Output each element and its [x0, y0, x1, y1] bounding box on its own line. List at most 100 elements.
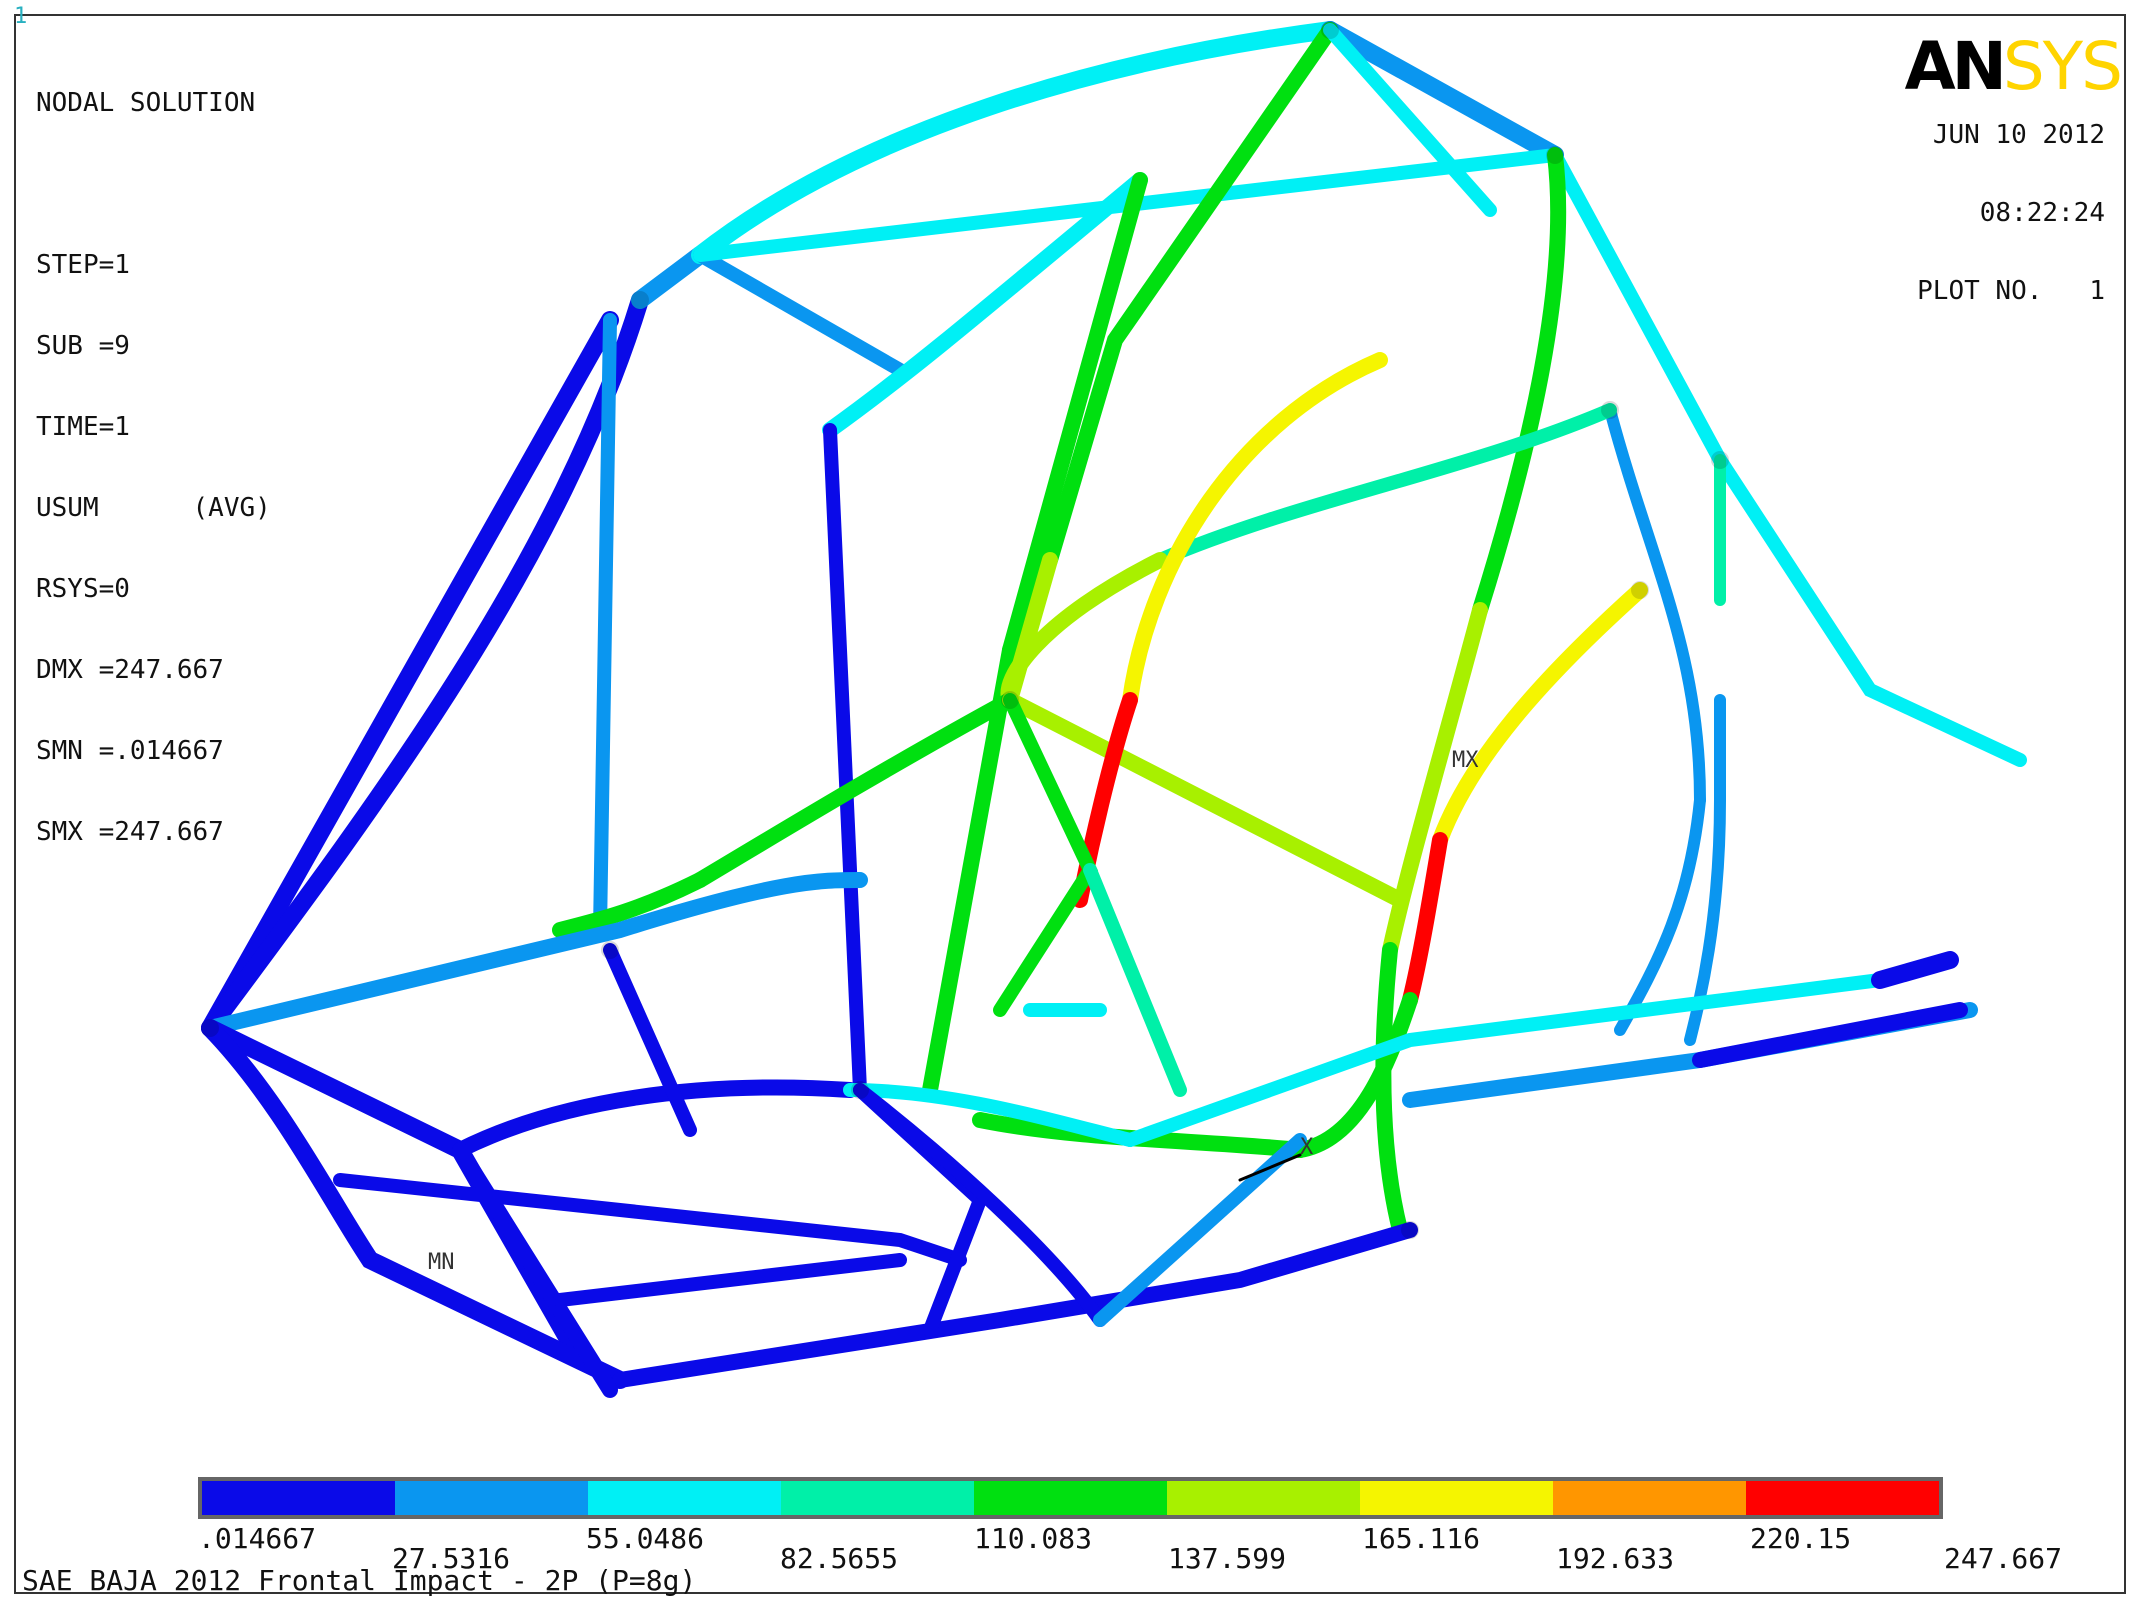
legend-label-9: 220.15 [1750, 1522, 1852, 1555]
legend-label-10: 247.667 [1944, 1542, 2063, 1575]
frame-joint [631, 291, 649, 309]
frame-tube [631, 246, 709, 309]
frame-joint [1601, 401, 1619, 419]
frame-tube [1000, 552, 1168, 708]
frame-tube [553, 1253, 907, 1307]
frame-tube [1323, 23, 1497, 217]
frame-tube [1122, 352, 1388, 708]
frame-tube [1002, 692, 1408, 908]
frame-joint [1001, 691, 1019, 709]
legend-color-6 [1167, 1481, 1360, 1515]
legend-label-2: 27.5316 [392, 1542, 511, 1575]
frame-tube [1604, 404, 1706, 806]
frame-joint [1401, 1221, 1419, 1239]
frame-tube [1713, 453, 2027, 767]
frame-tube [1292, 992, 1418, 1158]
legend-label-4: 82.5655 [780, 1542, 899, 1575]
frame-joint [201, 1019, 219, 1037]
frame-joint [1546, 146, 1564, 164]
frame-tube [1042, 22, 1338, 568]
frame-tube [693, 248, 907, 377]
frame-tube [853, 1083, 989, 1337]
plot-time: 08:22:24 [1979, 198, 2105, 228]
frame-tube-shade [860, 1091, 985, 1335]
frame-tube [1402, 832, 1448, 1008]
frame-tube [1614, 794, 1706, 1036]
frame-tube [1472, 147, 1567, 618]
info-rsys: RSYS=0 [36, 574, 130, 604]
frame-tube [452, 1079, 858, 1158]
plot-stamp: JUN 10 2012 08:22:24 PLOT NO. 1 [1917, 70, 2105, 330]
frame-tube [603, 943, 697, 1137]
frame-tube [1684, 694, 1726, 1046]
solution-info: NODAL SOLUTION STEP=1 SUB =9 TIME=1 USUM… [36, 36, 271, 873]
legend-label-8: 192.633 [1556, 1542, 1675, 1575]
frame-tube [993, 693, 1098, 1017]
frame-tube [922, 642, 1018, 1098]
legend-color-3 [588, 1481, 781, 1515]
frame-tube [823, 423, 867, 1097]
legend-color-8 [1553, 1481, 1746, 1515]
frame-tube [853, 1083, 1107, 1327]
frame-tube-shade [1130, 361, 1384, 705]
plot-frame [14, 14, 2126, 1594]
frame-tube [691, 21, 1339, 264]
plot-caption: SAE BAJA 2012 Frontal Impact - 2P (P=8g) [22, 1564, 697, 1597]
frame-joint [601, 941, 619, 959]
legend-label-1: .014667 [198, 1522, 317, 1555]
frame-joint [1631, 581, 1649, 599]
frame-tube [593, 313, 617, 937]
frame-tube [1375, 942, 1408, 1238]
contour-legend-bar [198, 1477, 1943, 1519]
frame-tube [1692, 1002, 1968, 1068]
plot-number: PLOT NO. 1 [1917, 276, 2105, 306]
frame-tube [452, 1142, 618, 1398]
frame-tube [202, 872, 868, 1036]
frame-tube [612, 1222, 1418, 1388]
frame-tube [201, 1019, 629, 1389]
frame-tube [1002, 172, 1148, 658]
frame-tube [1083, 863, 1187, 1097]
frame-tube [1321, 21, 1564, 164]
axis-triad-x [1238, 1153, 1302, 1182]
frame-tube [201, 311, 619, 1037]
max-marker: MX [1452, 748, 1479, 773]
frame-tube [1548, 148, 1727, 467]
frame-tube [1382, 602, 1488, 958]
frame-tube [1123, 973, 1887, 1147]
ansys-logo: ANSYS [1904, 28, 2123, 105]
frame-joint [851, 1081, 869, 1099]
frame-tube [1432, 582, 1648, 848]
info-usum: USUM (AVG) [36, 493, 271, 523]
legend-color-9 [1746, 1481, 1939, 1515]
frame-tube-shade [1050, 31, 1334, 565]
legend-label-7: 165.116 [1362, 1522, 1481, 1555]
frame-tube [843, 1083, 1137, 1147]
legend-label-3: 55.0486 [586, 1522, 705, 1555]
frame-tube [552, 872, 708, 938]
window-number: 1 [14, 4, 28, 29]
frame-tube [1871, 951, 1959, 989]
info-title: NODAL SOLUTION [36, 88, 256, 118]
info-smn: SMN =.014667 [36, 736, 224, 766]
frame-tube-shade [1720, 461, 2024, 765]
min-marker: MN [428, 1250, 455, 1275]
frame-tube [201, 291, 649, 1037]
frame-tube [822, 172, 1148, 438]
frame-tube [333, 1173, 967, 1267]
legend-label-5: 110.083 [974, 1522, 1093, 1555]
frame-joint [1711, 451, 1729, 469]
info-step: STEP=1 [36, 250, 130, 280]
frame-tube-shade [1130, 981, 1884, 1145]
frame-tube [692, 692, 1018, 888]
plot-date: JUN 10 2012 [1932, 120, 2105, 150]
axis-x-label: X [1300, 1135, 1314, 1160]
legend-color-1 [202, 1481, 395, 1515]
info-time: TIME=1 [36, 412, 130, 442]
legend-label-6: 137.599 [1168, 1542, 1287, 1575]
frame-tube [1153, 403, 1617, 567]
legend-color-2 [395, 1481, 588, 1515]
legend-color-7 [1360, 1481, 1553, 1515]
info-dmx: DMX =247.667 [36, 655, 224, 685]
